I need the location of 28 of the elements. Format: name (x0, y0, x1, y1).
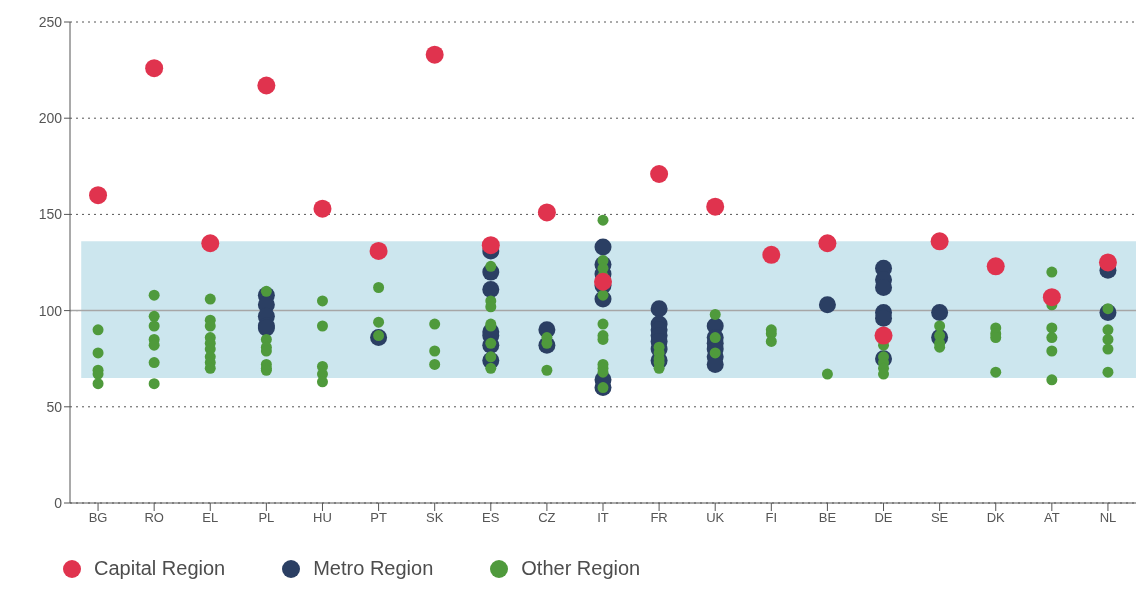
x-tick-label: RO (144, 510, 164, 526)
x-tick-label: PL (258, 510, 275, 526)
x-tick-label: AT (1044, 510, 1060, 526)
legend-label: Metro Region (313, 557, 434, 580)
legend-label: Other Region (521, 557, 641, 580)
x-tick-label: BE (818, 510, 837, 526)
x-tick-label: SE (930, 510, 949, 526)
x-tick-label: DE (874, 510, 893, 526)
x-tick-label: IT (597, 510, 609, 526)
x-tick-label: PT (370, 510, 387, 526)
x-tick-label: FR (650, 510, 668, 526)
y-tick-label: 50 (46, 398, 63, 415)
legend-label: Capital Region (94, 557, 226, 580)
x-tick-label: UK (706, 510, 725, 526)
y-tick-label: 0 (54, 494, 63, 511)
x-tick-label: SK (426, 510, 444, 526)
x-tick-label: ES (482, 510, 500, 526)
x-tick-label: BG (88, 510, 108, 526)
x-tick-label: CZ (538, 510, 556, 526)
x-tick-label: EL (202, 510, 219, 526)
x-tick-label: FI (765, 510, 778, 526)
y-tick-label: 150 (38, 206, 63, 223)
y-tick-label: 100 (38, 302, 63, 319)
y-tick-label: 200 (38, 110, 63, 127)
x-tick-label: NL (1099, 510, 1117, 526)
x-tick-label: HU (313, 510, 332, 526)
y-tick-label: 250 (38, 13, 63, 30)
x-tick-label: DK (986, 510, 1006, 526)
